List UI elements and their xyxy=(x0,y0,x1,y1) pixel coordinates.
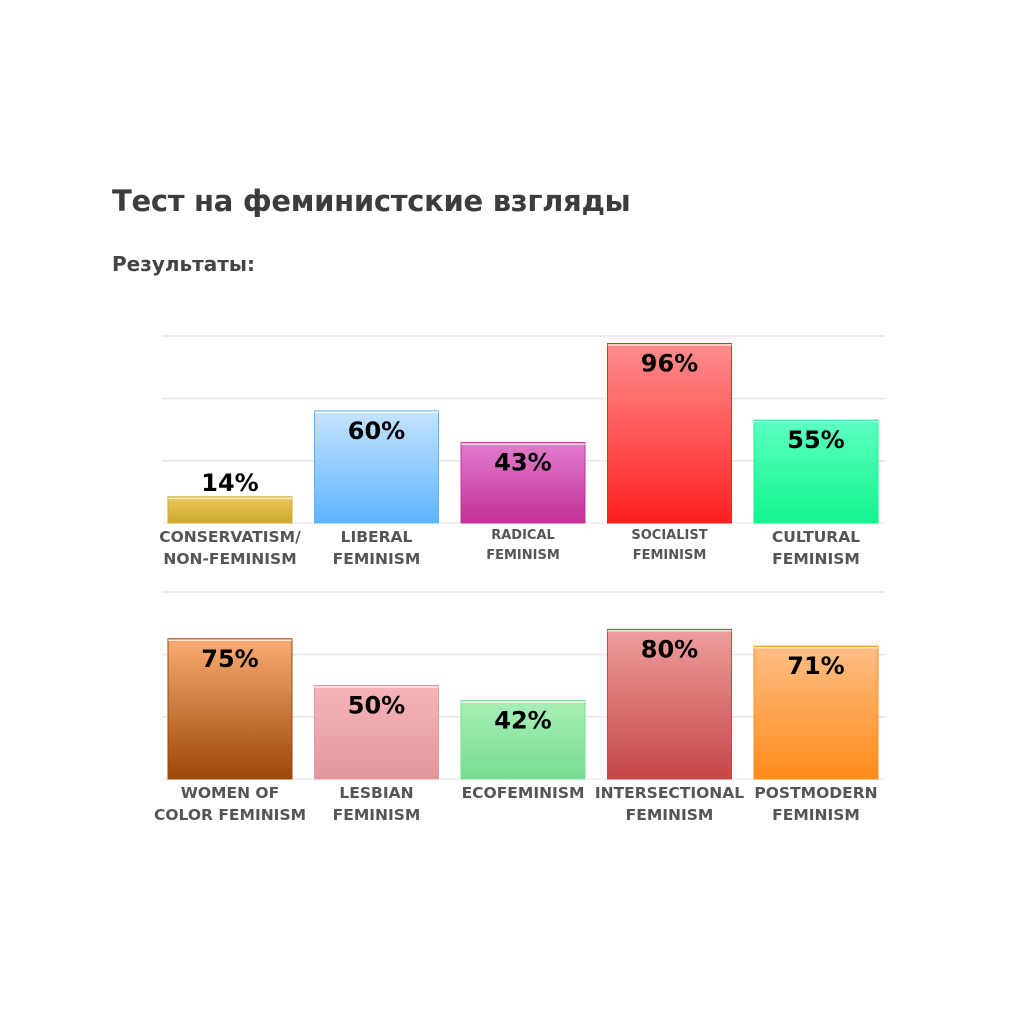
category-label: WOMEN OF xyxy=(181,784,279,802)
data-label: 43% xyxy=(494,449,551,477)
results-chart-top: 14% CONSERVATISM/NON-FEMINISM 60% LIBERAL FE… xyxy=(150,330,890,580)
bar-radical-feminism xyxy=(460,442,586,524)
category-label: FEMINISM xyxy=(486,548,560,563)
bar-socialist-feminism xyxy=(607,342,732,524)
data-label: 71% xyxy=(787,652,844,680)
category-label: LIBERAL xyxy=(341,528,413,546)
bar-cultural-feminism xyxy=(753,419,879,524)
results-heading: Результаты: xyxy=(112,252,255,276)
data-label: 55% xyxy=(787,426,844,454)
category-label: RADICAL xyxy=(491,528,555,543)
data-label: 14% xyxy=(201,469,258,497)
data-label: 42% xyxy=(494,706,551,734)
data-label: 50% xyxy=(348,692,405,720)
category-label: FEMINISM xyxy=(333,806,421,824)
data-label: 80% xyxy=(641,635,698,663)
data-label: 96% xyxy=(641,349,698,377)
bar-postmodern-feminism xyxy=(753,645,879,780)
bar-women-of-color-feminism xyxy=(167,638,293,780)
chart-svg: 14% CONSERVATISM/NON-FEMINISM 60% LIBERAL FE… xyxy=(159,335,885,568)
chart-svg: 75% WOMEN OF COLOR FEMINISM 50% LESBIAN FEMIN… xyxy=(154,591,885,824)
bar-ecofeminism xyxy=(460,699,586,780)
category-label: ECOFEMINISM xyxy=(462,784,585,802)
category-label: FEMINISM xyxy=(772,550,860,568)
bar-conservatism-non-feminism xyxy=(167,496,293,524)
bar-intersectional-feminism xyxy=(607,628,732,780)
category-label: SOCIALIST xyxy=(631,528,707,543)
category-label: FEMINISM xyxy=(333,550,421,568)
category-label: NON-FEMINISM xyxy=(163,550,296,568)
data-label: 60% xyxy=(348,417,405,445)
results-chart-bottom: 75% WOMEN OF COLOR FEMINISM 50% LESBIAN FEMIN… xyxy=(150,586,890,836)
category-label: INTERSECTIONAL xyxy=(595,784,744,802)
page-title: Тест на феминистские взгляды xyxy=(112,184,631,218)
category-label: LESBIAN xyxy=(339,784,413,802)
category-label: FEMINISM xyxy=(633,548,707,563)
bar-liberal-feminism xyxy=(314,410,439,524)
category-label: FEMINISM xyxy=(772,806,860,824)
category-label: FEMINISM xyxy=(626,806,714,824)
data-label: 75% xyxy=(201,645,258,673)
category-label: POSTMODERN xyxy=(754,784,877,802)
category-label: CULTURAL xyxy=(772,528,860,546)
category-label: COLOR FEMINISM xyxy=(154,806,306,824)
category-label: CONSERVATISM/ xyxy=(159,528,301,546)
bar-lesbian-feminism xyxy=(314,685,439,780)
